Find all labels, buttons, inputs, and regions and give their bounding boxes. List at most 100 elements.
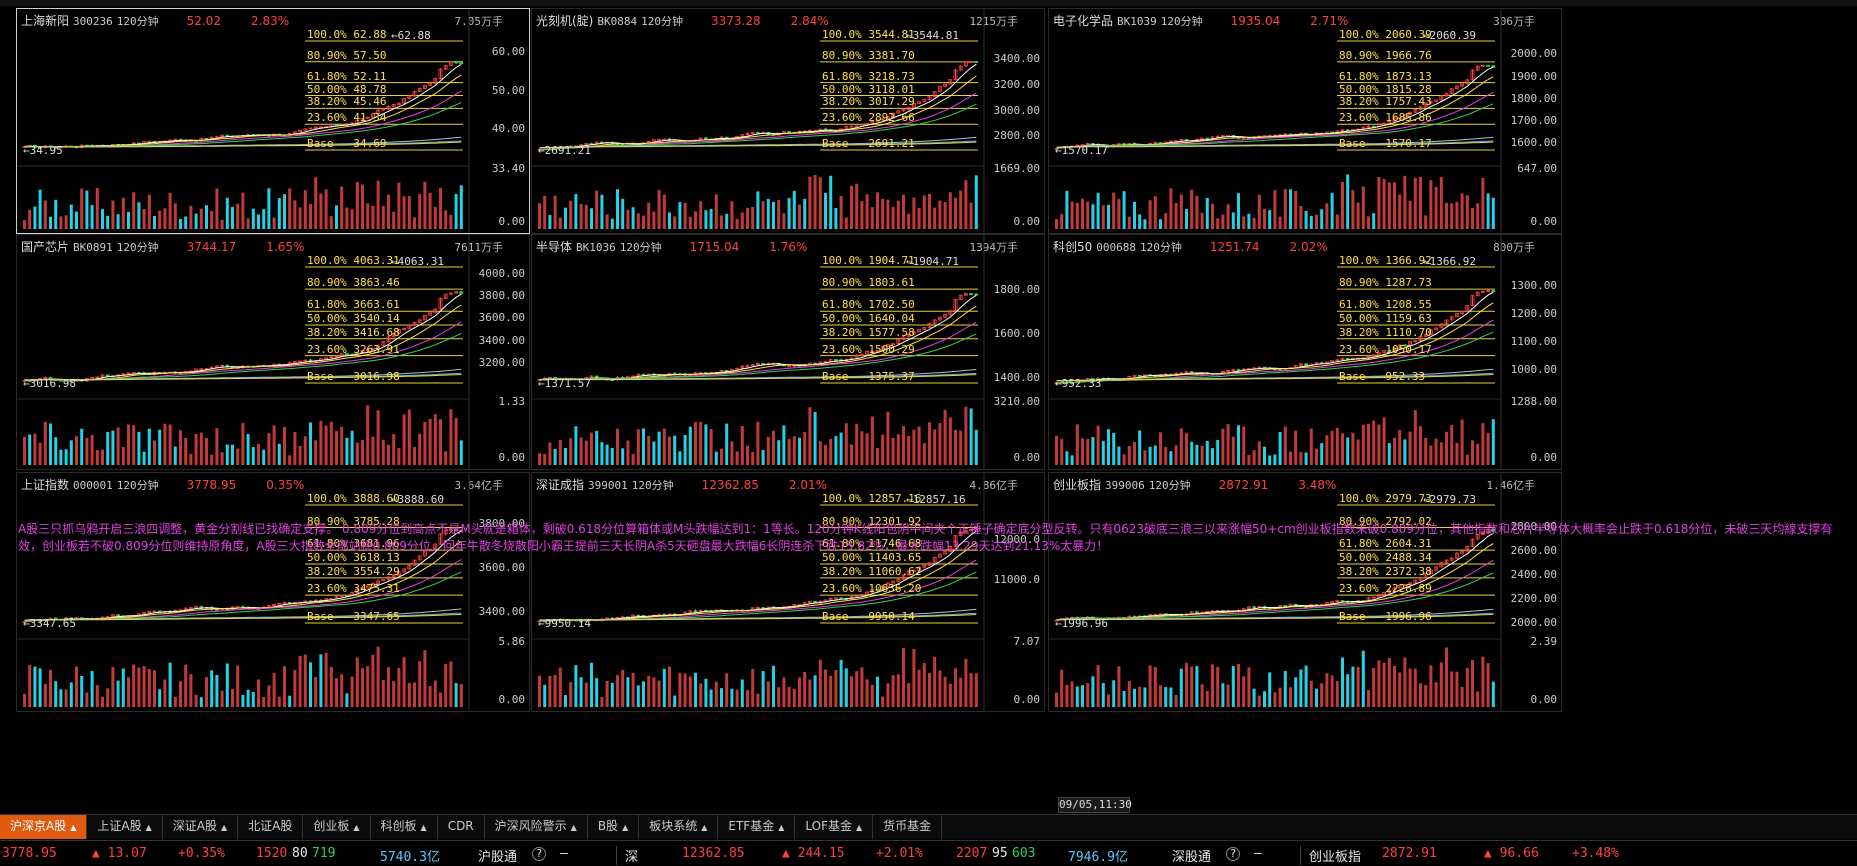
- candle-body: [896, 110, 901, 114]
- volume-bar: [293, 669, 297, 707]
- arrow-left-icon: ←: [538, 617, 545, 630]
- candle-body: [745, 132, 750, 136]
- volume-bar: [298, 655, 302, 707]
- volume-bar: [772, 430, 775, 465]
- volume-bar: [1419, 683, 1422, 707]
- price-tick-label: 2600.00: [1510, 543, 1557, 557]
- volume-bar: [173, 696, 177, 707]
- candle-body: [1397, 344, 1402, 349]
- volume-bar: [1263, 691, 1266, 707]
- fib-level-label: 50.00% 3540.14: [307, 312, 400, 325]
- market-tab[interactable]: 沪深风险警示 ▲: [485, 815, 588, 839]
- market-tab[interactable]: B股 ▲: [588, 815, 640, 839]
- panel-title: 国产芯片 BK0891 120分钟 3744.17 1.65%: [21, 238, 304, 255]
- chart-panel[interactable]: 光刻机(腚) BK0884 120分钟 3373.28 2.84% 1215万手 100.0…: [531, 8, 1045, 234]
- candle-body: [948, 545, 953, 553]
- volume-bar: [657, 189, 661, 229]
- candle-body: [948, 79, 953, 85]
- volume-bar: [95, 450, 99, 465]
- volume-bar: [558, 667, 562, 707]
- volume-bar: [1304, 452, 1308, 465]
- volume-bar: [111, 200, 115, 229]
- volume-bar: [1263, 446, 1266, 465]
- market-tab[interactable]: 沪深京A股 ▲: [0, 815, 88, 839]
- volume-bar: [912, 429, 916, 465]
- market-tab[interactable]: 板块系统 ▲: [639, 815, 719, 839]
- volume-bar: [101, 449, 104, 465]
- volume-bar: [80, 188, 84, 229]
- volume-bar: [590, 208, 593, 229]
- volume-bar: [1455, 201, 1459, 229]
- period-low-value: 1996.96: [1061, 617, 1108, 630]
- candle-body: [901, 574, 906, 580]
- volume-bar: [1195, 444, 1199, 465]
- volume-bar: [1356, 667, 1360, 707]
- volume-bar: [558, 440, 562, 465]
- volume-bar: [579, 204, 583, 229]
- sgt-label[interactable]: 深股通: [1172, 850, 1212, 865]
- market-tab[interactable]: 北证A股: [238, 815, 304, 839]
- volume-bar: [251, 208, 255, 229]
- fib-ratio: 50.00%: [307, 312, 347, 325]
- market-tab[interactable]: 货币基金: [873, 815, 943, 839]
- market-tab[interactable]: 科创板 ▲: [371, 815, 438, 839]
- candle-body: [365, 584, 370, 589]
- volume-bar: [647, 436, 651, 465]
- candle-body: [755, 363, 760, 366]
- volume-bar: [361, 184, 364, 229]
- market-tab[interactable]: ETF基金 ▲: [718, 815, 796, 839]
- volume-bar: [876, 448, 879, 465]
- candle-body: [901, 336, 906, 340]
- volume-bar: [1403, 175, 1407, 229]
- candle-body: [459, 291, 464, 294]
- candle-body: [974, 61, 979, 63]
- volume-bar: [548, 214, 552, 229]
- period-low-value: 3347.65: [29, 617, 76, 630]
- chart-panel[interactable]: 半导体 BK1036 120分钟 1715.04 1.76% 1394万手 100.0% 1…: [531, 234, 1045, 470]
- hgt-label[interactable]: 沪股通: [478, 850, 518, 865]
- chart-panel[interactable]: 上证指数 000001 120分钟 3778.95 0.35% 3.64亿手 100.0% …: [16, 472, 530, 712]
- change-percent: 2.83%: [251, 14, 290, 28]
- help-icon[interactable]: ?: [1226, 847, 1240, 861]
- candle-body: [1402, 114, 1407, 119]
- chart-panel[interactable]: 国产芯片 BK0891 120分钟 3744.17 1.65% 7611万手 100.0% …: [16, 234, 530, 470]
- volume-bar: [1283, 426, 1287, 465]
- candle-body: [891, 343, 896, 346]
- help-icon[interactable]: ?: [532, 847, 546, 861]
- chart-panel[interactable]: 科创50 000688 120分钟 1251.74 2.02% 800万手 100.0% 1…: [1048, 234, 1562, 470]
- volume-bar: [54, 199, 58, 229]
- volume-bar: [1346, 174, 1350, 229]
- volume-bar: [969, 202, 973, 229]
- volume-bar: [865, 194, 869, 229]
- market-tab[interactable]: 创业板 ▲: [303, 815, 371, 839]
- volume-tick-label: 0.00: [1013, 451, 1041, 464]
- candle-body: [1330, 360, 1335, 363]
- period-low-value: 34.95: [29, 144, 63, 157]
- candle-body: [969, 293, 974, 296]
- fib-price: 12301.92: [868, 514, 922, 528]
- fib-price: 3017.29: [868, 95, 915, 109]
- chart-panel[interactable]: 上海新阳 300236 120分钟 52.02 2.83% 7.05万手 100.0% 62…: [16, 8, 530, 234]
- chart-panel[interactable]: 深证成指 399001 120分钟 12362.85 2.01% 4.86亿手 100.0%…: [531, 472, 1045, 712]
- price-tick-label: 2000.00: [1510, 615, 1557, 629]
- volume-bar: [902, 194, 905, 229]
- candle-body: [417, 319, 422, 323]
- volume-bar: [959, 677, 963, 707]
- market-tab[interactable]: 上证A股 ▲: [87, 815, 163, 839]
- chart-panel[interactable]: 创业板指 399006 120分钟 2872.91 3.48% 1.46亿手 100.0% …: [1048, 472, 1562, 712]
- market-tab[interactable]: 深证A股 ▲: [163, 815, 239, 839]
- candle-body: [433, 308, 438, 314]
- candle-body: [906, 333, 911, 338]
- volume-bar: [1450, 203, 1454, 229]
- caret-up-icon: ▲: [855, 823, 863, 832]
- market-tab[interactable]: LOF基金 ▲: [795, 815, 874, 839]
- candle-body: [1480, 64, 1485, 67]
- candle-body: [1434, 566, 1439, 571]
- market-tab[interactable]: CDR: [438, 815, 485, 839]
- base-price: 952.33: [1385, 370, 1426, 383]
- candle-body: [396, 571, 401, 576]
- volume-bar: [1325, 435, 1329, 465]
- last-price: 3373.28: [711, 14, 761, 28]
- chart-panel[interactable]: 电子化学品 BK1039 120分钟 1935.04 2.71% 306万手 100.0% …: [1048, 8, 1562, 234]
- candle-body: [422, 314, 427, 321]
